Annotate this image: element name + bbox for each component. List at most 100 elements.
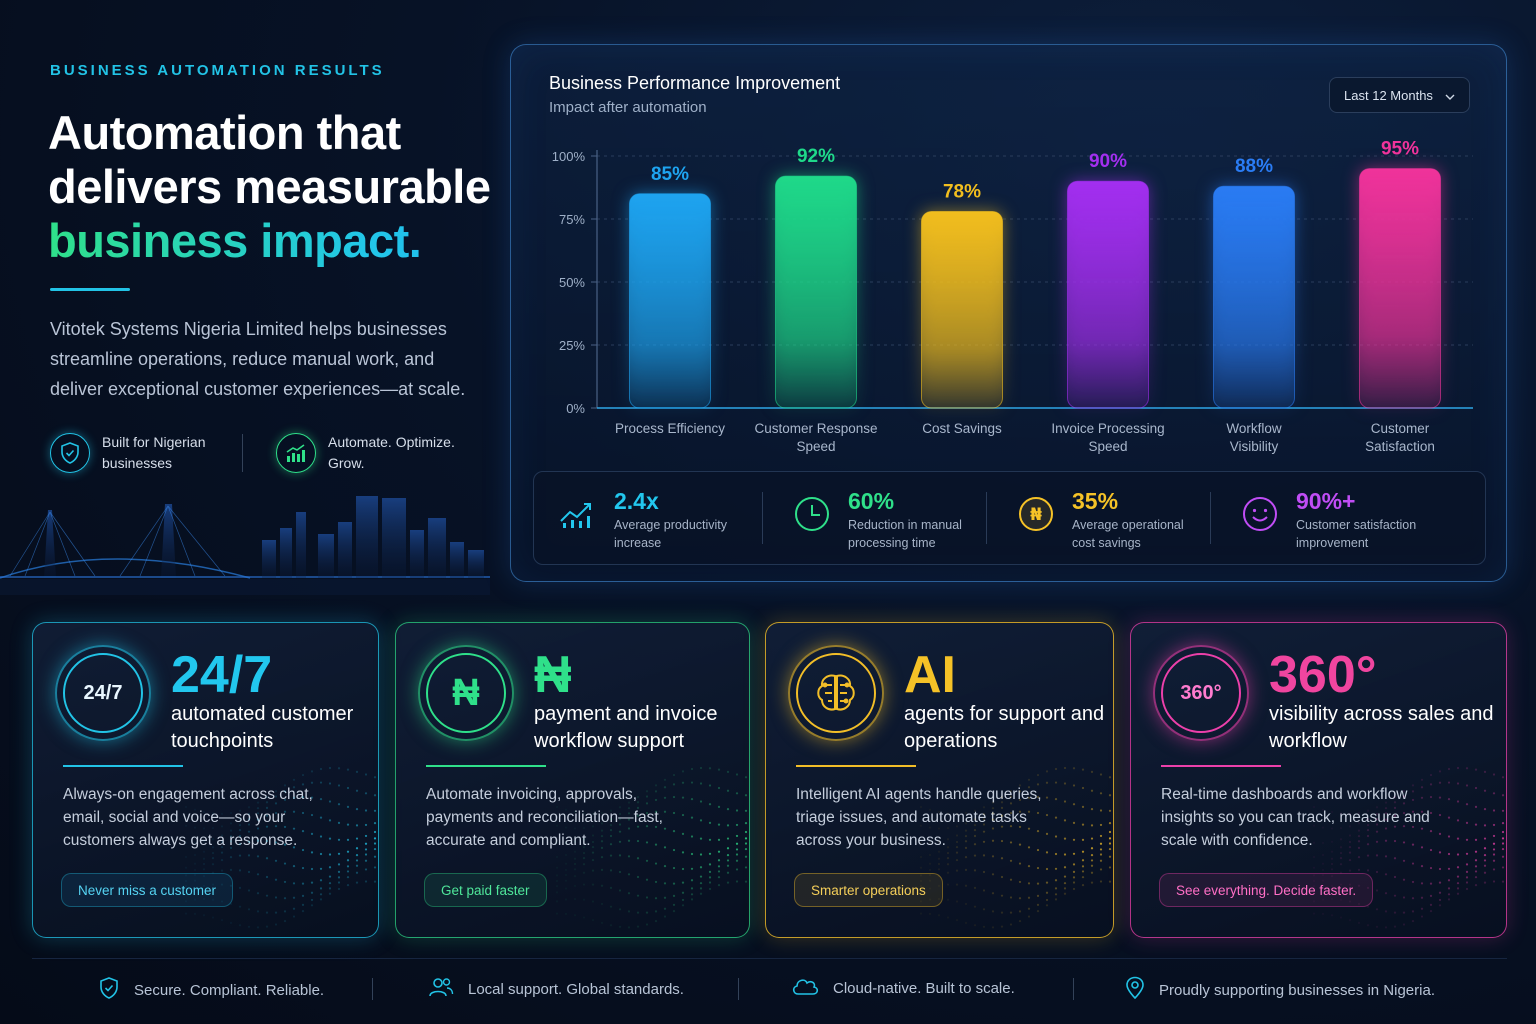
stat-productivity: 2.4x Average productivity increase [558,486,744,552]
card-cta-pill[interactable]: Get paid faster [424,873,547,907]
x-tick-label: Satisfaction [1365,439,1435,454]
card-description: Intelligent AI agents handle queries, tr… [796,786,1042,849]
card-divider [63,765,183,767]
stat-divider [1210,492,1211,544]
smile-icon [1240,494,1280,534]
card-360-visibility: 360° 360° visibility across sales and wo… [1130,622,1507,938]
card-description: Real-time dashboards and workflow insigh… [1161,786,1430,849]
card-subheadline: payment and invoice workflow support [534,703,718,752]
footer-separator [738,978,739,1000]
feature-label: Built for Nigerian businesses [102,434,206,471]
card-subheadline: automated customer touchpoints [171,703,354,752]
feature-automate-grow: Automate. Optimize. Grow. [276,432,458,474]
bar-value-label: 95% [1381,139,1419,160]
footer-item-cloud: Cloud-native. Built to scale. [791,976,1015,1000]
x-tick-label: Workflow [1226,421,1282,436]
headline-line-1: Automation that [48,106,401,159]
y-tick-label: 0% [566,401,585,416]
y-tick-label: 50% [559,275,585,290]
feature-nigerian-businesses: Built for Nigerian businesses [50,432,232,474]
stat-value: 90%+ [1296,488,1356,514]
stat-satisfaction: 90%+ Customer satisfaction improvement [1240,486,1426,552]
card-description: Always-on engagement across chat, email,… [63,786,313,849]
shield-icon [98,976,120,1004]
decorative-dot-wave [1312,766,1505,929]
card-subheadline: agents for support and operations [904,703,1105,752]
headline-accent: business impact. [48,214,498,268]
bar-chart: 0% 25% 50% 75% 100% 85% Process Efficiency 92% C… [552,139,1473,454]
footer-divider [32,958,1507,959]
stat-label: Average operational cost savings [1072,518,1184,550]
headline-line-2: delivers measurable [48,160,491,213]
bar-value-label: 92% [797,146,835,167]
card-badge [788,645,884,741]
bar [921,210,1003,409]
card-badge: ₦ [418,645,514,741]
chevron-down-icon [1445,88,1455,103]
card-headline: 24/7 [171,646,273,704]
card-24-7-touchpoints: 24/7 24/7 automated customer touchpoints… [32,622,379,938]
stat-cost-savings: ₦ 35% Average operational cost savings [1016,486,1202,552]
footer-item-support: Local support. Global standards. [428,976,684,1002]
x-tick-label: Customer [1371,421,1430,436]
card-subheadline: visibility across sales and workflow [1269,703,1494,752]
bar-value-label: 78% [943,181,981,202]
hero-divider [50,288,130,291]
cloud-icon [791,976,819,1000]
footer-separator [1073,978,1074,1000]
decorative-dot-wave [555,766,748,929]
stat-manual-time: 60% Reduction in manual processing time [792,486,978,552]
card-headline: 360° [1269,646,1377,704]
footer-label: Proudly supporting businesses in Nigeria… [1159,981,1435,999]
footer-item-nigeria: Proudly supporting businesses in Nigeria… [1125,976,1435,1004]
card-badge: 24/7 [55,645,151,741]
feature-label: Automate. Optimize. Grow. [328,434,455,471]
naira-coin-icon: ₦ [1016,494,1056,534]
bar [1213,185,1295,409]
y-tick-label: 75% [559,212,585,227]
page-headline: Automation that delivers measurable busi… [48,106,498,268]
card-divider [426,765,546,767]
x-tick-label: Invoice Processing [1051,421,1164,436]
y-tick-label: 25% [559,338,585,353]
card-cta-pill[interactable]: See everything. Decide faster. [1159,873,1374,907]
card-badge-text: 24/7 [63,653,143,733]
card-cta-pill[interactable]: Never miss a customer [61,873,234,907]
x-tick-label: Cost Savings [922,421,1002,436]
card-divider [1161,765,1281,767]
stat-divider [762,492,763,544]
card-divider [796,765,916,767]
shield-check-icon [50,433,90,473]
brain-icon [796,653,876,733]
x-tick-label: Speed [796,439,835,454]
footer-separator [372,978,373,1000]
bar [1067,180,1149,409]
card-badge-text: 360° [1161,653,1241,733]
date-range-label: Last 12 Months [1344,87,1433,103]
eyebrow-label: BUSINESS AUTOMATION RESULTS [50,62,385,79]
naira-icon: ₦ [426,653,506,733]
card-payment-workflow: ₦ ₦ payment and invoice workflow support… [395,622,750,938]
stat-value: 35% [1072,488,1119,514]
x-tick-label: Process Efficiency [615,421,725,436]
stat-divider [986,492,987,544]
x-tick-label: Visibility [1230,439,1279,454]
card-badge: 360° [1153,645,1249,741]
clock-icon [792,494,832,534]
city-skyline-illustration [0,496,490,595]
users-icon [428,976,454,1002]
feature-divider [242,434,243,472]
card-headline: AI [904,646,956,704]
y-tick-label: 100% [552,149,586,164]
card-cta-pill[interactable]: Smarter operations [794,873,943,907]
x-tick-label: Customer Response [754,421,877,436]
stat-label: Average productivity increase [614,518,728,550]
stat-label: Customer satisfaction improvement [1296,518,1417,550]
footer-label: Secure. Compliant. Reliable. [134,981,325,999]
trend-up-icon [558,494,598,534]
hero-description: Vitotek Systems Nigeria Limited helps bu… [50,319,466,399]
card-headline: ₦ [534,646,572,704]
date-range-dropdown[interactable]: Last 12 Months [1329,77,1470,113]
stats-strip: 2.4x Average productivity increase 60% R… [533,471,1486,565]
bar [1359,168,1441,409]
